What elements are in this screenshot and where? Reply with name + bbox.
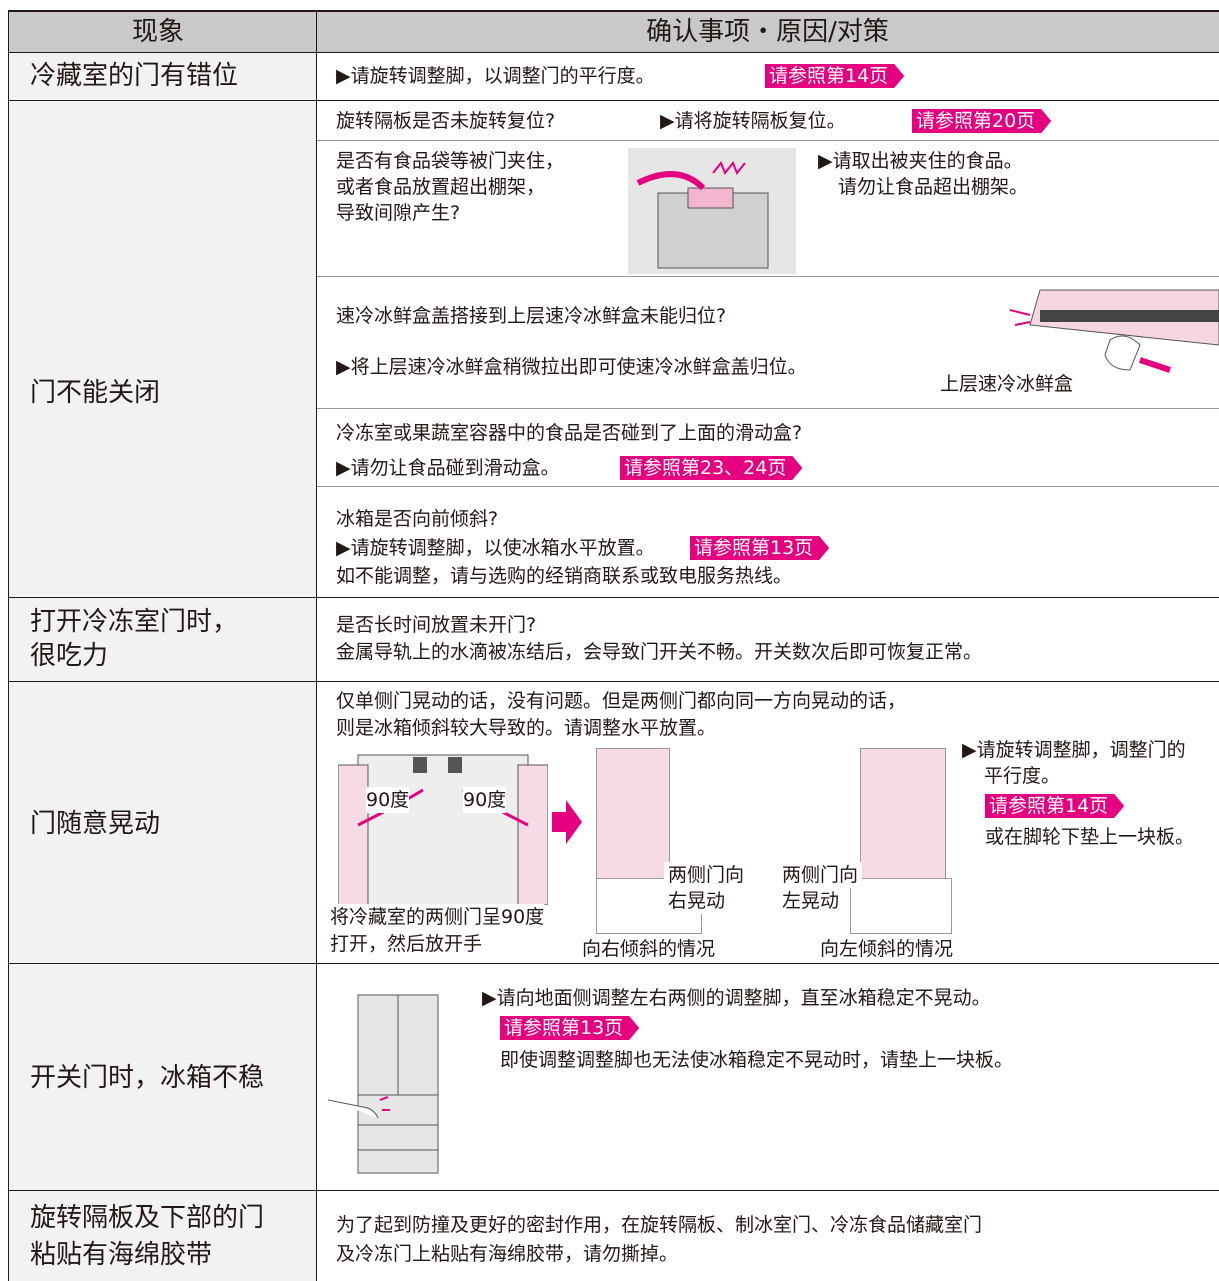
symptom: 打开冷冻室门时， [30,607,239,637]
question: 冰箱是否向前倾斜? [336,508,499,530]
column-rule [316,10,317,1281]
rule [8,681,1219,682]
action: 平行度。 [984,765,1061,787]
note: 如不能调整，请与选购的经销商联系或致电服务热线。 [336,565,793,587]
action: ▶请旋转调整脚，以使冰箱水平放置。 [336,537,655,559]
sub-rule [316,408,1219,409]
question: 速冷冰鲜盒盖搭接到上层速冷冰鲜盒未能归位? [336,305,727,327]
angle-label: 90度 [463,787,507,813]
action: ▶请旋转调整脚，以调整门的平行度。 [336,65,655,87]
symptom: 冷藏室的门有错位 [30,61,239,91]
tilt-label: 两侧门向 [778,862,863,888]
ref: 请参照第14页 [765,64,904,88]
action: ▶请旋转调整脚，调整门的 [962,739,1186,761]
question: 或者食品放置超出棚架， [336,176,546,198]
action: 请勿让食品超出棚架。 [838,176,1029,198]
action: ▶请勿让食品碰到滑动盒。 [336,457,560,479]
line: 及冷冻门上粘贴有海绵胶带，请勿撕掉。 [336,1243,679,1265]
symptom: 门随意晃动 [30,809,161,839]
question: 导致间隙产生? [336,202,461,224]
question: 是否有食品袋等被门夹住， [336,150,565,172]
caption: 向右倾斜的情况 [582,938,716,960]
caption: 向左倾斜的情况 [820,938,954,960]
fridge-left-tilt [860,748,946,880]
header-check: 确认事项・原因/对策 [646,17,889,47]
ref: 请参照第13页 [690,536,829,560]
header-symptom: 现象 [131,17,184,47]
ref: 请参照第13页 [500,1016,639,1040]
fridge-body [850,878,952,934]
line: 金属导轨上的水滴被冻结后，会导致门开关不畅。开关数次后即可恢复正常。 [336,641,983,663]
action: ▶请取出被夹住的食品。 [818,150,1023,172]
symptom: 开关门时，冰箱不稳 [30,1063,265,1093]
action: ▶请将旋转隔板复位。 [660,110,846,132]
sub-rule [316,486,1219,487]
open-doors-figure [338,754,548,905]
header-bg [8,10,1219,52]
sub-rule [316,276,1219,277]
fridge-right-tilt [596,748,670,880]
action: ▶请向地面侧调整左右两侧的调整脚，直至冰箱稳定不晃动。 [482,987,991,1009]
arrow [552,800,582,844]
crisper-figure [1009,289,1219,373]
line: 仅单侧门晃动的话，没有问题。但是两侧门都向同一方向晃动的话， [336,690,907,712]
rule [8,1190,1219,1191]
tilt-label: 两侧门向 [664,862,749,888]
line: 则是冰箱倾斜较大导致的。请调整水平放置。 [336,717,717,739]
figure-label: 上层速冷冰鲜盒 [940,373,1074,395]
action: ▶将上层速冷冰鲜盒稍微拉出即可使速冷冰鲜盒盖归位。 [336,356,807,378]
shelf-figure [628,148,796,274]
symptom: 很吃力 [30,641,109,671]
fridge-figure [328,994,439,1174]
tilt-label: 右晃动 [664,888,730,914]
ref: 请参照第20页 [912,109,1051,133]
rule [8,963,1219,964]
line: 为了起到防撞及更好的密封作用，在旋转隔板、制冰室门、冷冻食品储藏室门 [336,1214,983,1236]
ref: 请参照第23、24页 [620,456,802,480]
question: 冷冻室或果蔬室容器中的食品是否碰到了上面的滑动盒? [336,422,803,444]
rule [8,52,1219,53]
symptom: 粘贴有海绵胶带 [30,1240,213,1270]
note: 即使调整调整脚也无法使冰箱稳定不晃动时，请垫上一块板。 [500,1049,1014,1071]
line: 是否长时间放置未开门? [336,614,537,636]
caption: 打开，然后放开手 [330,933,483,955]
question: 旋转隔板是否未旋转复位? [336,110,556,132]
symptom: 门不能关闭 [30,378,161,408]
note: 或在脚轮下垫上一块板。 [985,826,1195,848]
rule [8,597,1219,598]
sub-rule [316,140,1219,141]
ref: 请参照第14页 [985,794,1124,818]
rule [8,100,1219,101]
left-rule [8,10,9,1281]
rule [8,10,1219,12]
angle-label: 90度 [366,787,410,813]
symptom: 旋转隔板及下部的门 [30,1203,265,1233]
tilt-label: 左晃动 [778,888,844,914]
caption: 将冷藏室的两侧门呈90度 [330,904,545,930]
left-column [8,52,316,1281]
